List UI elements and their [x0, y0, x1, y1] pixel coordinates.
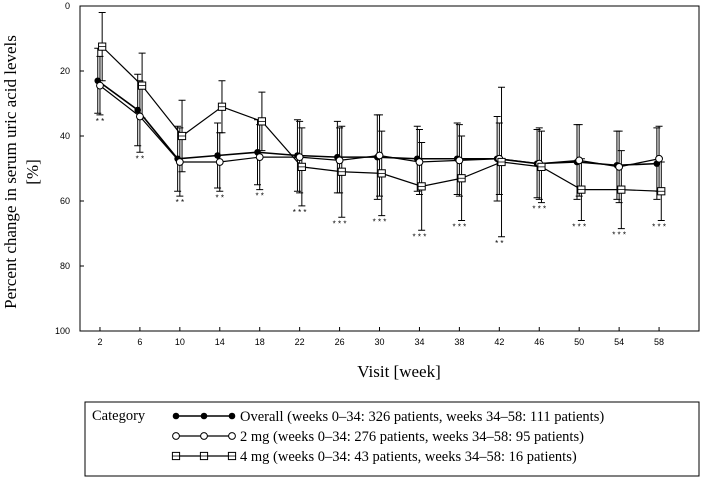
significance-asterisks: * * — [96, 117, 104, 126]
y-tick-label: 40 — [60, 131, 70, 141]
legend: Category Overall (weeks 0–34: 326 patien… — [84, 401, 700, 477]
plot-frame — [79, 5, 700, 332]
series-3-point — [177, 131, 187, 141]
series-3-point — [337, 167, 346, 176]
x-tick-label: 14 — [215, 337, 225, 347]
significance-asterisks: * * * — [612, 231, 626, 240]
y-tick-label: 100 — [55, 326, 70, 336]
significance-asterisks: * * * — [293, 208, 307, 217]
legend-marker — [228, 432, 236, 440]
significance-asterisks: * * * — [572, 223, 586, 232]
significance-asterisks: * * * — [333, 219, 347, 228]
legend-marker — [200, 432, 208, 440]
legend-label: 4 mg (weeks 0–34: 43 patients, weeks 34–… — [240, 449, 577, 465]
legend-marker — [200, 412, 208, 420]
series-2-point — [615, 162, 624, 171]
y-tick-label: 20 — [60, 66, 70, 76]
series-3-point — [257, 117, 267, 126]
series-2-point — [136, 112, 144, 121]
significance-asterisks: * * * — [532, 205, 546, 214]
significance-asterisks: * * * — [652, 223, 666, 232]
series-3-point — [577, 185, 586, 194]
series-3-point — [657, 187, 666, 196]
significance-asterisks: * * — [216, 193, 224, 202]
legend-marker — [228, 412, 236, 420]
series-2-point — [655, 154, 663, 163]
series-2-point — [335, 156, 344, 165]
series-3-point — [417, 182, 426, 191]
series-3-point — [497, 157, 506, 167]
series-2-point — [96, 81, 104, 90]
significance-asterisks: * * * — [413, 232, 427, 241]
significance-asterisks: * * * — [452, 223, 466, 232]
x-tick-label: 50 — [574, 337, 584, 347]
series-3-point — [537, 162, 546, 171]
y-axis-unit: [%] — [23, 159, 42, 184]
series-3-point — [377, 169, 386, 178]
legend-marker — [172, 432, 180, 440]
significance-asterisks: * * — [176, 198, 184, 207]
significance-asterisks: * * — [255, 192, 263, 201]
series-2-point — [295, 153, 304, 162]
x-tick-label: 22 — [295, 337, 305, 347]
x-tick-label: 18 — [255, 337, 265, 347]
x-tick-label: 10 — [175, 337, 185, 347]
legend-marker — [199, 451, 209, 461]
x-axis-title: Visit [week] — [357, 362, 440, 381]
legend-marker — [171, 451, 181, 461]
series-3-point — [138, 81, 147, 90]
series-2-point — [455, 156, 464, 165]
series-2-point — [255, 153, 264, 162]
x-tick-label: 6 — [137, 337, 142, 347]
legend-label: Overall (weeks 0–34: 326 patients, weeks… — [240, 409, 604, 425]
series-1-point — [134, 106, 142, 114]
y-axis-title: Percent change in serum uric acid levels — [1, 35, 20, 309]
x-tick-label: 38 — [454, 337, 464, 347]
legend-marker — [227, 451, 237, 461]
x-tick-label: 42 — [494, 337, 504, 347]
x-tick-label: 58 — [654, 337, 664, 347]
series-2-point — [375, 151, 384, 160]
x-tick-label: 34 — [414, 337, 424, 347]
significance-asterisks: * * — [136, 154, 144, 163]
series-3-point — [297, 162, 306, 171]
series-3-point — [217, 102, 227, 111]
x-tick-label: 54 — [614, 337, 624, 347]
significance-asterisks: * * — [495, 239, 503, 248]
y-tick-label: 80 — [60, 261, 70, 271]
x-tick-label: 26 — [335, 337, 345, 347]
significance-asterisks: * * * — [373, 218, 387, 227]
series-3-point — [98, 42, 107, 51]
series-2-point — [415, 158, 424, 166]
series-1-point — [214, 152, 221, 159]
legend-label: 2 mg (weeks 0–34: 276 patients, weeks 34… — [240, 429, 584, 445]
series-3-point — [617, 185, 626, 194]
y-tick-label: 60 — [60, 196, 70, 206]
series-3-point — [457, 174, 466, 183]
x-tick-label: 46 — [534, 337, 544, 347]
series-2-point — [575, 156, 584, 165]
legend-title: Category — [92, 408, 146, 424]
x-tick-label: 30 — [375, 337, 385, 347]
legend-marker — [172, 412, 180, 420]
series-2-point — [215, 158, 224, 166]
x-tick-label: 2 — [97, 337, 102, 347]
series-2-point — [175, 158, 184, 166]
legend-box — [84, 401, 700, 477]
y-tick-label: 0 — [65, 1, 70, 11]
